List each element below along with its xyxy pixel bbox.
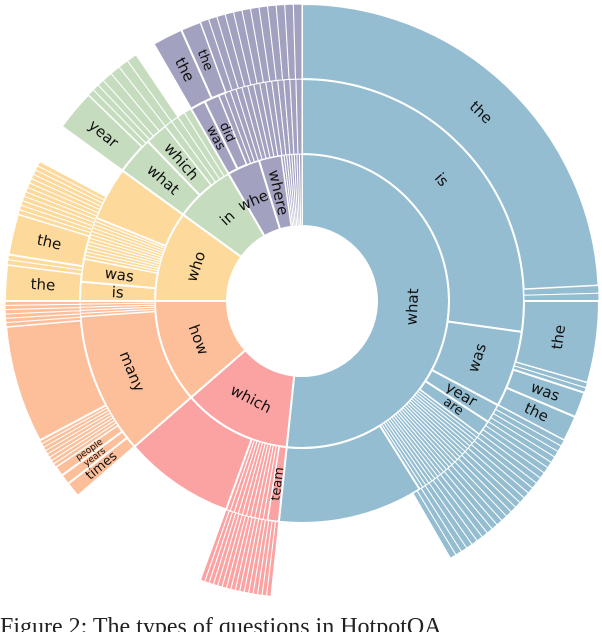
- segment-label: the: [30, 275, 56, 294]
- segment-label: is: [111, 283, 124, 302]
- figure-caption: Figure 2: The types of questions in Hotp…: [0, 614, 442, 632]
- sunburst-sliver: [199, 508, 230, 583]
- sunburst-sliver: [292, 3, 303, 80]
- sunburst-sliver: [412, 490, 457, 559]
- segment-label: what: [402, 288, 422, 326]
- segment-label: the: [194, 48, 216, 73]
- segment-label: the: [548, 324, 569, 351]
- sunburst-chart: what which how who in when where is was year are te…: [3, 2, 601, 597]
- segment-label: the: [35, 231, 63, 254]
- sunburst-sliver: [36, 160, 107, 201]
- segment-label: was: [104, 264, 136, 286]
- sunburst-sliver: [126, 54, 179, 123]
